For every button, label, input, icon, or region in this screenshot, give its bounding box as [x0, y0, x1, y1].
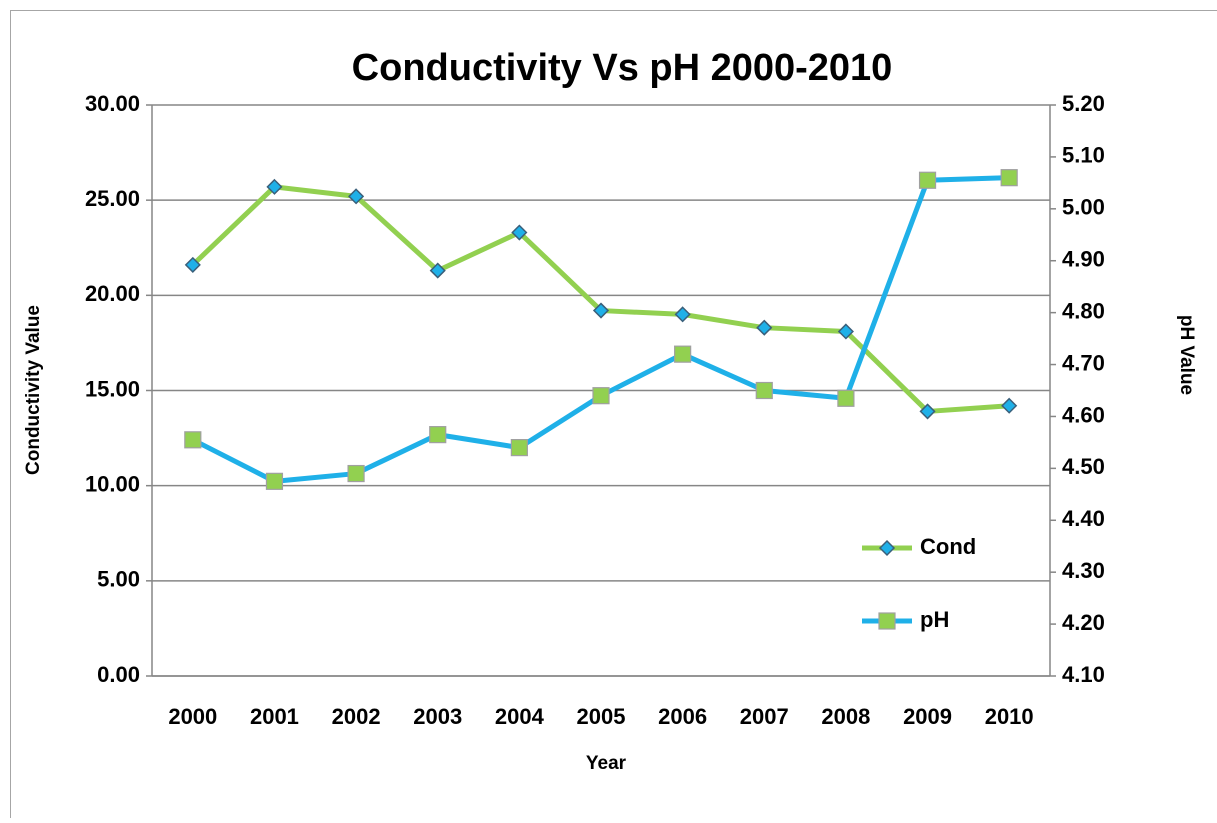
x-tick-label: 2004: [495, 704, 545, 729]
data-point: [675, 346, 691, 362]
y2-tick-label: 4.40: [1062, 506, 1105, 531]
x-tick-label: 2009: [903, 704, 952, 729]
y-tick-label: 20.00: [85, 281, 140, 306]
legend-label: pH: [920, 607, 949, 632]
x-tick-label: 2000: [168, 704, 217, 729]
data-point: [430, 427, 446, 443]
data-point: [185, 432, 201, 448]
x-tick-label: 2001: [250, 704, 299, 729]
data-point: [920, 172, 936, 188]
x-tick-label: 2007: [740, 704, 789, 729]
x-tick-label: 2006: [658, 704, 707, 729]
chart-title: Conductivity Vs pH 2000-2010: [352, 47, 893, 89]
y-tick-label: 15.00: [85, 376, 140, 401]
data-point: [838, 390, 854, 406]
data-point: [511, 440, 527, 456]
x-tick-label: 2005: [577, 704, 626, 729]
y-axis-label: Conductivity Value: [23, 305, 44, 475]
legend-marker: [879, 613, 895, 629]
y2-tick-label: 4.90: [1062, 247, 1105, 272]
y2-tick-label: 4.70: [1062, 350, 1105, 375]
data-point: [756, 383, 772, 399]
data-point: [266, 473, 282, 489]
y2-tick-label: 5.10: [1062, 143, 1105, 168]
y2-tick-label: 4.80: [1062, 298, 1105, 323]
y-tick-label: 25.00: [85, 186, 140, 211]
y2-tick-label: 4.60: [1062, 402, 1105, 427]
x-tick-label: 2008: [821, 704, 870, 729]
chart-border: [11, 11, 1217, 819]
y2-tick-label: 4.20: [1062, 610, 1105, 635]
y-tick-label: 30.00: [85, 91, 140, 116]
data-point: [1001, 170, 1017, 186]
y2-tick-label: 4.50: [1062, 454, 1105, 479]
x-tick-label: 2003: [413, 704, 462, 729]
y-tick-label: 10.00: [85, 471, 140, 496]
y-tick-label: 0.00: [97, 662, 140, 687]
y2-tick-label: 5.20: [1062, 91, 1105, 116]
y2-tick-label: 4.10: [1062, 662, 1105, 687]
y2-tick-label: 4.30: [1062, 558, 1105, 583]
legend-label: Cond: [920, 534, 976, 559]
x-tick-label: 2010: [985, 704, 1034, 729]
data-point: [348, 466, 364, 482]
x-tick-label: 2002: [332, 704, 381, 729]
y-tick-label: 5.00: [97, 567, 140, 592]
x-axis-label: Year: [586, 753, 627, 774]
data-point: [593, 388, 609, 404]
y2-axis-label: pH Value: [1176, 315, 1197, 395]
y2-tick-label: 5.00: [1062, 195, 1105, 220]
